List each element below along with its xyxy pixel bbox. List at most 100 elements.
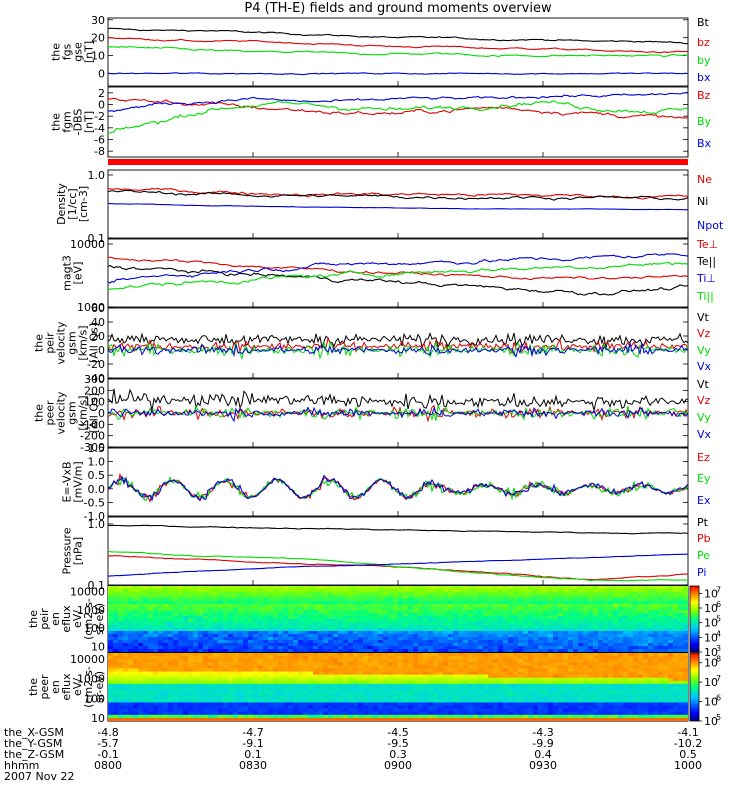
spectrogram-cell xyxy=(198,687,204,691)
spectrogram-cell xyxy=(653,619,659,623)
spectrogram-cell xyxy=(478,649,484,652)
spectrogram-cell xyxy=(588,607,594,611)
spectrogram-cell xyxy=(158,683,164,688)
spectrogram-cell xyxy=(158,656,164,660)
spectrogram-cell xyxy=(308,711,314,716)
spectrogram-cell xyxy=(393,696,399,700)
spectrogram-cell xyxy=(428,610,434,614)
spectrogram-cell xyxy=(488,699,494,704)
spectrogram-cell xyxy=(498,601,504,605)
spectrogram-cell xyxy=(368,625,374,629)
spectrogram-cell xyxy=(253,604,259,608)
spectrogram-cell xyxy=(413,607,419,611)
spectrogram-cell xyxy=(438,622,444,626)
spectrogram-cell xyxy=(258,604,264,608)
spectrogram-cell xyxy=(318,613,324,617)
spectrogram-cell xyxy=(153,595,159,599)
spectrogram-cell xyxy=(523,714,529,719)
spectrogram-cell xyxy=(238,631,244,635)
spectrogram-cell xyxy=(333,665,339,670)
spectrogram-cell xyxy=(228,637,234,641)
spectrogram-cell xyxy=(478,668,484,673)
spectrogram-cell xyxy=(388,677,394,682)
spectrogram-cell xyxy=(433,717,439,721)
spectrogram-cell xyxy=(188,592,194,596)
spectrogram-cell xyxy=(503,696,509,700)
spectrogram-cell xyxy=(388,643,394,647)
spectrogram-cell xyxy=(133,643,139,647)
spectrogram-cell xyxy=(163,693,169,697)
spectrogram-cell xyxy=(478,619,484,623)
spectrogram-cell xyxy=(603,634,609,638)
spectrogram-cell xyxy=(123,659,129,663)
spectrogram-cell xyxy=(163,646,169,650)
spectrogram-cell xyxy=(113,586,119,590)
spectrogram-cell xyxy=(448,610,454,614)
spectrogram-cell xyxy=(393,589,399,593)
spectrogram-cell xyxy=(578,640,584,644)
spectrogram-cell xyxy=(533,699,539,704)
spectrogram-cell xyxy=(558,671,564,676)
spectrogram-cell xyxy=(533,708,539,713)
spectrogram-cell xyxy=(678,643,684,647)
spectrogram-cell xyxy=(248,610,254,614)
spectrogram-cell xyxy=(373,659,379,663)
spectrogram-cell xyxy=(268,601,274,605)
spectrogram-cell xyxy=(323,653,329,657)
spectrogram-cell xyxy=(303,705,309,710)
spectrogram-cell xyxy=(498,702,504,707)
spectrogram-cell xyxy=(243,680,249,685)
spectrogram-cell xyxy=(618,592,624,596)
panel-frame xyxy=(107,17,689,87)
spectrogram-cell xyxy=(288,649,294,652)
spectrogram-cell xyxy=(338,714,344,719)
spectrogram-cell xyxy=(233,690,239,694)
spectrogram-cell xyxy=(503,674,509,679)
spectrogram-cell xyxy=(238,677,244,682)
spectrogram-cell xyxy=(483,711,489,716)
spectrogram-cell xyxy=(143,610,149,614)
spectrogram-cell xyxy=(383,595,389,599)
spectrogram-cell xyxy=(318,646,324,650)
spectrogram-cell xyxy=(423,640,429,644)
spectrogram-cell xyxy=(518,702,524,707)
spectrogram-cell xyxy=(298,604,304,608)
spectrogram-cell xyxy=(318,601,324,605)
spectrogram-cell xyxy=(288,671,294,676)
spectrogram-cell xyxy=(313,625,319,629)
spectrogram-cell xyxy=(453,665,459,670)
spectrogram-cell xyxy=(313,598,319,602)
spectrogram-cell xyxy=(443,586,449,590)
spectrogram-cell xyxy=(223,702,229,707)
spectrogram-cell xyxy=(648,628,654,632)
y-tick-label: 0 xyxy=(98,344,105,357)
spectrogram-cell xyxy=(463,628,469,632)
spectrogram-cell xyxy=(353,680,359,685)
spectrogram-cell xyxy=(478,705,484,710)
spectrogram-cell xyxy=(153,634,159,638)
spectrogram-cell xyxy=(383,634,389,638)
spectrogram-cell xyxy=(638,589,644,593)
spectrogram-cell xyxy=(123,668,129,673)
spectrogram-cell xyxy=(213,619,219,623)
spectrogram-cell xyxy=(593,619,599,623)
spectrogram-cell xyxy=(128,619,134,623)
spectrogram-cell xyxy=(598,619,604,623)
spectrogram-cell xyxy=(328,607,334,611)
spectrogram-cell xyxy=(488,674,494,679)
spectrogram-cell xyxy=(583,610,589,614)
spectrogram-cell xyxy=(508,680,514,685)
spectrogram-cell xyxy=(673,619,679,623)
spectrogram-cell xyxy=(228,607,234,611)
spectrogram-cell xyxy=(273,671,279,676)
spectrogram-cell xyxy=(553,708,559,713)
spectrogram-cell xyxy=(198,711,204,716)
legend-entry: Bz xyxy=(697,89,711,102)
spectrogram-cell xyxy=(448,598,454,602)
legend-entry: Vx xyxy=(697,428,712,441)
spectrogram-cell xyxy=(308,634,314,638)
spectrogram-cell xyxy=(498,643,504,647)
spectrogram-cell xyxy=(648,643,654,647)
spectrogram-cell xyxy=(228,665,234,670)
spectrogram-cell xyxy=(408,601,414,605)
